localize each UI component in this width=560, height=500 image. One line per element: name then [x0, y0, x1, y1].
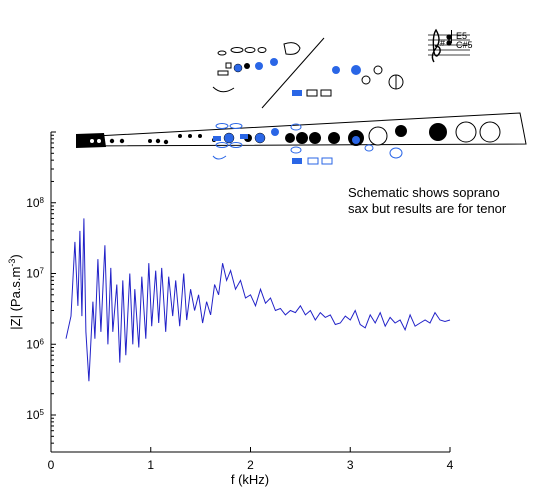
y-axis-title-main: |Z| (Pa.s.m: [8, 267, 23, 330]
saxophone-schematic: # E5 C#5: [76, 28, 527, 165]
note-label-top: E5: [456, 31, 467, 41]
y-tick-label: 106: [26, 337, 44, 352]
annotation-line-2: sax but results are for tenor: [348, 201, 507, 216]
music-staff: # E5 C#5: [428, 28, 473, 63]
impedance-series-line: [65, 218, 451, 382]
x-tick-label: 0: [48, 458, 55, 472]
x-tick-label: 4: [447, 458, 454, 472]
x-ticks: 0 1 2 3 4: [48, 447, 454, 472]
y-ticks: 105 106 107 108: [26, 131, 56, 453]
y-axis-title-sup: -3: [7, 259, 17, 267]
note-label-bottom: C#5: [456, 40, 473, 50]
sharp-icon: #: [440, 38, 445, 48]
x-tick-label: 3: [347, 458, 354, 472]
annotation-line-1: Schematic shows soprano: [348, 185, 500, 200]
y-tick-label: 108: [26, 195, 44, 210]
axes: 0 1 2 3 4 105 106 107 108: [26, 131, 454, 472]
x-tick-label: 2: [247, 458, 254, 472]
y-axis-title-end: ): [8, 254, 23, 258]
y-axis-title: |Z| (Pa.s.m-3): [7, 254, 23, 329]
cluster-divider: [261, 37, 325, 109]
x-axis-title: f (kHz): [231, 472, 269, 487]
treble-clef-icon: [431, 28, 441, 63]
y-tick-label: 105: [26, 408, 44, 423]
x-tick-label: 1: [147, 458, 154, 472]
y-tick-label: 107: [26, 266, 44, 281]
